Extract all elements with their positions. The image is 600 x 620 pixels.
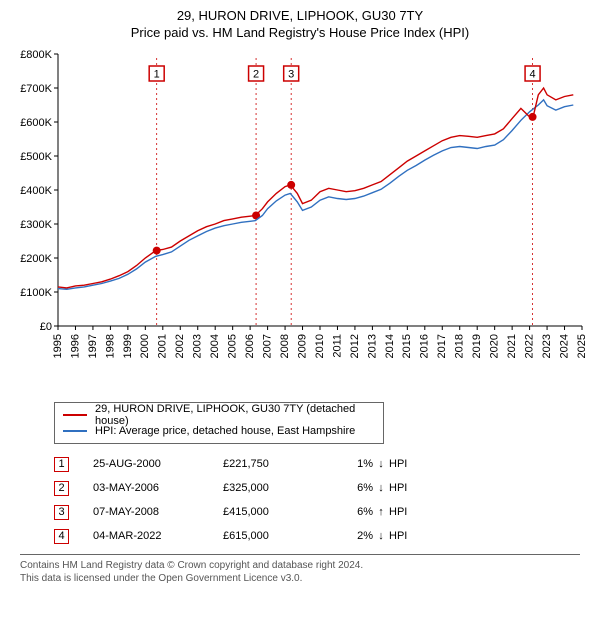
svg-text:2015: 2015	[401, 334, 413, 358]
table-row: 4 04-MAR-2022 £615,000 2% ↓ HPI	[54, 524, 590, 548]
table-row: 3 07-MAY-2008 £415,000 6% ↑ HPI	[54, 500, 590, 524]
svg-text:1999: 1999	[122, 334, 134, 358]
sale-date: 03-MAY-2006	[93, 482, 223, 494]
chart-title-address: 29, HURON DRIVE, LIPHOOK, GU30 7TY	[10, 8, 590, 23]
svg-text:2009: 2009	[296, 334, 308, 358]
sale-marker-icon: 3	[54, 505, 69, 520]
title-block: 29, HURON DRIVE, LIPHOOK, GU30 7TY Price…	[10, 8, 590, 40]
sale-price: £615,000	[223, 530, 333, 542]
sale-date: 07-MAY-2008	[93, 506, 223, 518]
sale-price: £221,750	[223, 458, 333, 470]
svg-text:2018: 2018	[454, 334, 466, 358]
sale-price: £325,000	[223, 482, 333, 494]
svg-text:2001: 2001	[157, 334, 169, 358]
legend-swatch-property	[63, 414, 87, 416]
svg-text:£500K: £500K	[20, 151, 52, 163]
svg-text:1: 1	[154, 68, 160, 80]
svg-text:2016: 2016	[419, 334, 431, 358]
sale-price: £415,000	[223, 506, 333, 518]
svg-text:£700K: £700K	[20, 83, 52, 95]
svg-text:2021: 2021	[506, 334, 518, 358]
sale-date: 25-AUG-2000	[93, 458, 223, 470]
svg-text:2007: 2007	[262, 334, 274, 358]
svg-text:£600K: £600K	[20, 117, 52, 129]
svg-text:2019: 2019	[471, 334, 483, 358]
legend-swatch-hpi	[63, 430, 87, 432]
svg-text:£400K: £400K	[20, 185, 52, 197]
sale-marker-icon: 1	[54, 457, 69, 472]
svg-text:2014: 2014	[384, 334, 396, 358]
svg-text:2023: 2023	[541, 334, 553, 358]
svg-text:2024: 2024	[558, 334, 570, 358]
svg-text:2017: 2017	[436, 334, 448, 358]
svg-text:2011: 2011	[331, 334, 343, 358]
legend-label-hpi: HPI: Average price, detached house, East…	[95, 425, 355, 437]
sale-pct: 6%	[333, 506, 373, 518]
arrow-icon: ↓	[373, 530, 389, 542]
svg-text:2000: 2000	[139, 334, 151, 358]
line-chart-svg: £0 £100K £200K £300K £400K £500K £600K £700K £80…	[10, 46, 590, 396]
hpi-label: HPI	[389, 482, 429, 494]
hpi-label: HPI	[389, 458, 429, 470]
arrow-icon: ↓	[373, 458, 389, 470]
svg-text:2020: 2020	[489, 334, 501, 358]
arrow-icon: ↑	[373, 506, 389, 518]
sale-date: 04-MAR-2022	[93, 530, 223, 542]
sales-table: 1 25-AUG-2000 £221,750 1% ↓ HPI 2 03-MAY…	[54, 452, 590, 548]
svg-text:£300K: £300K	[20, 219, 52, 231]
arrow-icon: ↓	[373, 482, 389, 494]
sale-pct: 1%	[333, 458, 373, 470]
svg-text:1997: 1997	[87, 334, 99, 358]
svg-text:1995: 1995	[52, 334, 64, 358]
svg-text:2006: 2006	[244, 334, 256, 358]
legend-label-property: 29, HURON DRIVE, LIPHOOK, GU30 7TY (deta…	[95, 403, 375, 427]
svg-text:4: 4	[530, 68, 536, 80]
chart-container: 29, HURON DRIVE, LIPHOOK, GU30 7TY Price…	[0, 0, 600, 595]
legend-box: 29, HURON DRIVE, LIPHOOK, GU30 7TY (deta…	[54, 402, 384, 444]
svg-text:2025: 2025	[576, 334, 588, 358]
svg-text:1998: 1998	[104, 334, 116, 358]
svg-text:£100K: £100K	[20, 287, 52, 299]
legend-item-hpi: HPI: Average price, detached house, East…	[63, 423, 375, 439]
sale-pct: 6%	[333, 482, 373, 494]
svg-text:3: 3	[288, 68, 294, 80]
footer-attribution: Contains HM Land Registry data © Crown c…	[20, 554, 580, 585]
hpi-label: HPI	[389, 530, 429, 542]
svg-text:2013: 2013	[366, 334, 378, 358]
svg-text:£200K: £200K	[20, 253, 52, 265]
table-row: 2 03-MAY-2006 £325,000 6% ↓ HPI	[54, 476, 590, 500]
chart-title-sub: Price paid vs. HM Land Registry's House …	[10, 25, 590, 40]
sale-marker-icon: 2	[54, 481, 69, 496]
sale-marker-icon: 4	[54, 529, 69, 544]
legend-item-property: 29, HURON DRIVE, LIPHOOK, GU30 7TY (deta…	[63, 407, 375, 423]
table-row: 1 25-AUG-2000 £221,750 1% ↓ HPI	[54, 452, 590, 476]
footer-line2: This data is licensed under the Open Gov…	[20, 572, 580, 585]
svg-text:£800K: £800K	[20, 49, 52, 61]
svg-text:2002: 2002	[174, 334, 186, 358]
svg-text:2005: 2005	[227, 334, 239, 358]
svg-text:2003: 2003	[192, 334, 204, 358]
chart-plot-area: £0 £100K £200K £300K £400K £500K £600K £700K £80…	[10, 46, 590, 396]
svg-text:2: 2	[253, 68, 259, 80]
svg-text:2008: 2008	[279, 334, 291, 358]
footer-line1: Contains HM Land Registry data © Crown c…	[20, 559, 580, 572]
svg-text:2010: 2010	[314, 334, 326, 358]
svg-text:2004: 2004	[209, 334, 221, 358]
svg-text:1996: 1996	[69, 334, 81, 358]
hpi-label: HPI	[389, 506, 429, 518]
svg-text:£0: £0	[40, 321, 52, 333]
sale-pct: 2%	[333, 530, 373, 542]
svg-text:2022: 2022	[524, 334, 536, 358]
svg-text:2012: 2012	[349, 334, 361, 358]
